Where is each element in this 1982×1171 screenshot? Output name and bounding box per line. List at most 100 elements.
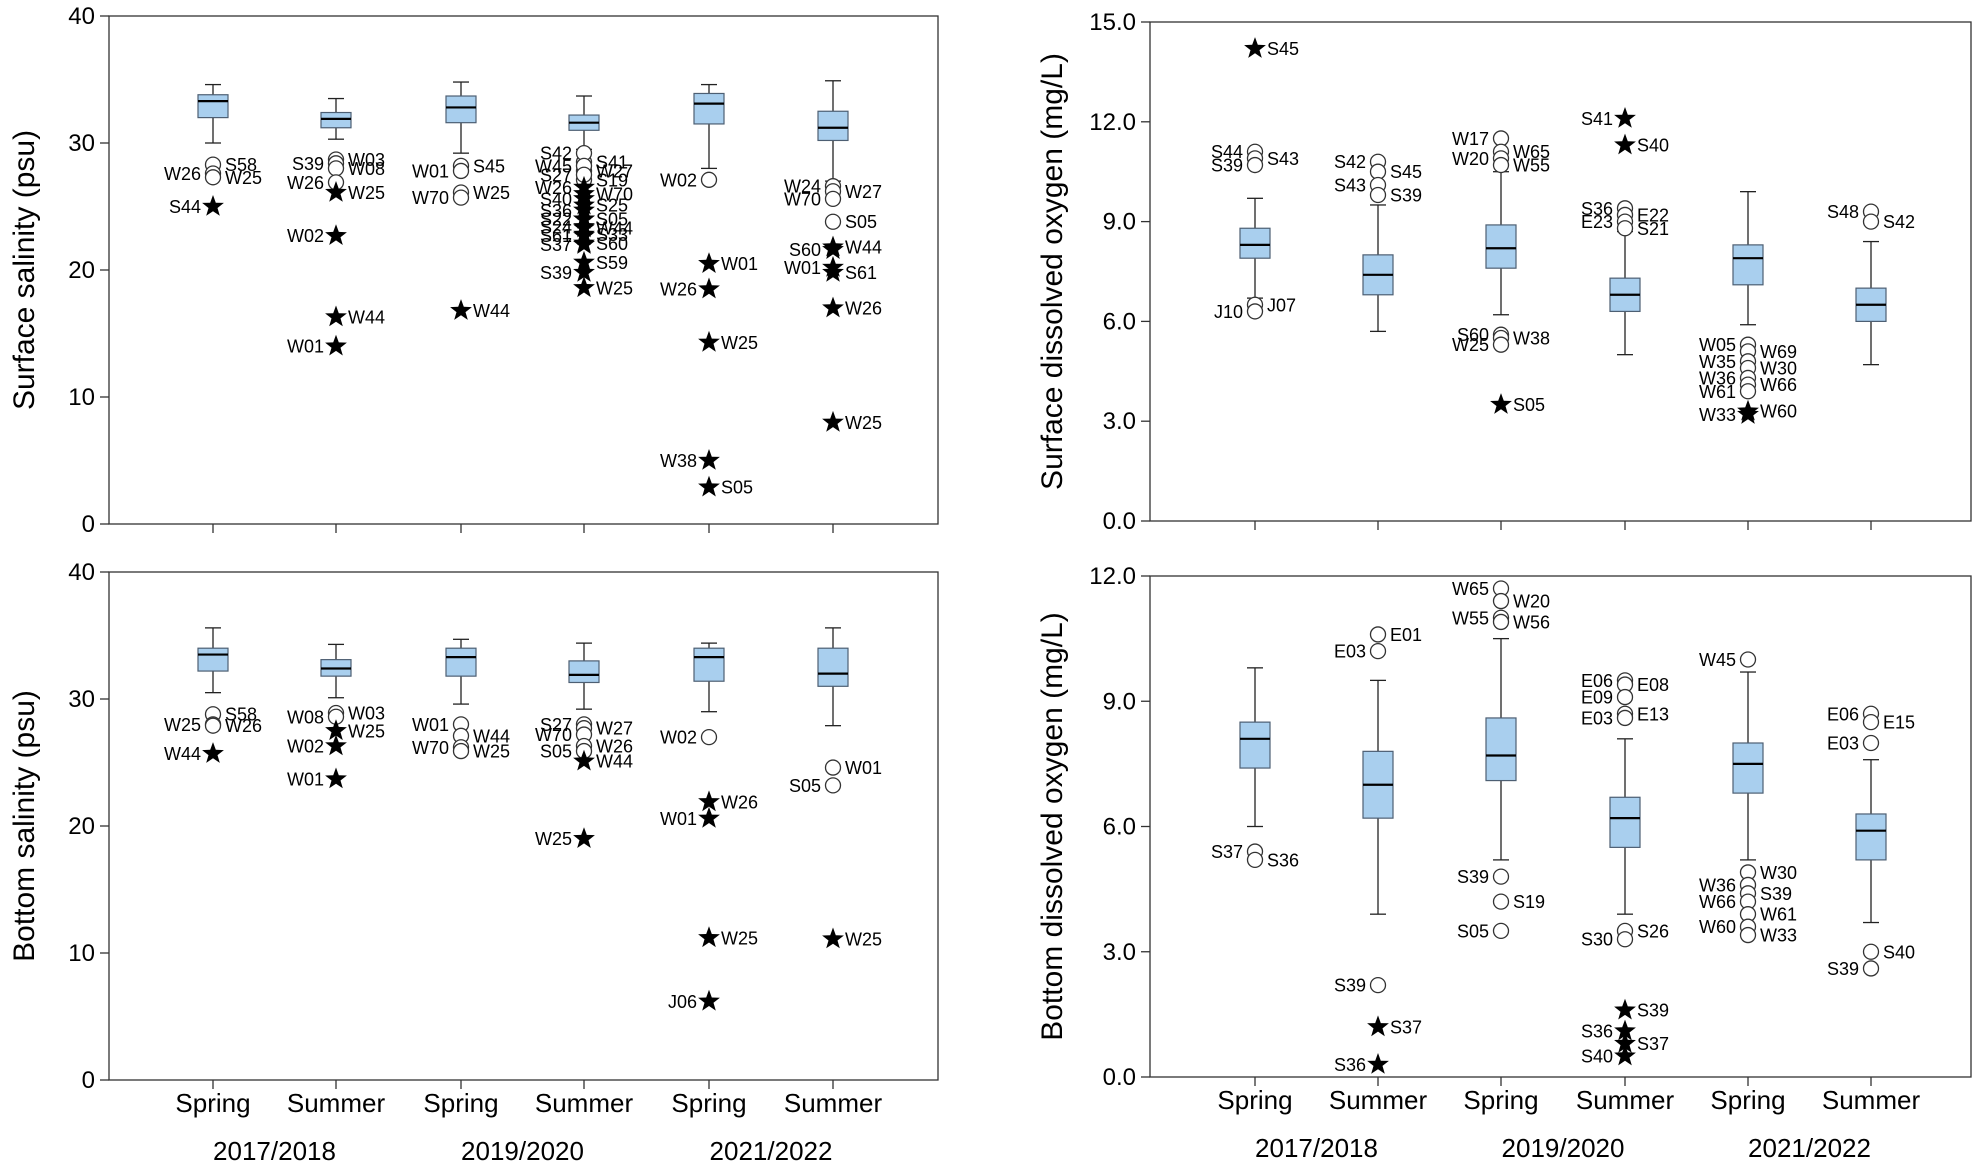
outlier-star [698,330,720,352]
outlier-label: W44 [473,301,510,321]
outlier-label: W25 [721,928,758,948]
outlier-label: S36 [1581,1022,1613,1042]
outlier-label: W36 [1699,875,1736,895]
x-tick-label: Spring [1217,1085,1292,1115]
outlier-circle [1246,851,1264,869]
outlier-label: S05 [540,742,572,762]
outlier-star [698,926,720,948]
box-iqr [568,660,600,684]
box-4: E06 E08 E09 E13 E03 S26 S30 S39 S36 S37 S40 [1581,671,1669,1067]
outlier-circle [1739,651,1757,668]
outlier-label: W25 [348,183,385,203]
outlier-star [1490,393,1512,414]
outlier-label: W02 [660,170,697,190]
outlier-label: S39 [1390,185,1422,205]
outlier-star [1244,37,1266,58]
outlier-label: W01 [287,770,324,790]
outlier-label: S45 [473,156,505,176]
outlier-star [698,252,720,273]
outlier-circle [824,190,842,208]
outlier-label: S05 [845,212,877,232]
outlier-label: E01 [1390,625,1422,645]
x-tick-label: Spring [423,1088,498,1118]
outlier-star [573,827,595,848]
outlier-label: S37 [1211,842,1243,862]
outlier-label: W01 [721,254,758,274]
outlier-label: S37 [1637,1034,1669,1054]
box-iqr [817,647,849,687]
outlier-circle [824,213,842,230]
outlier-label: S39 [540,263,572,283]
box-6: S48 S42 [1827,202,1915,366]
outlier-label: S27 [540,165,572,185]
x-tick-label: Summer [1329,1085,1428,1115]
box-4: S27 W27 W70 W26 S05 W44 W25 [535,642,633,849]
outlier-label: S19 [1513,892,1545,912]
outlier-label: S33 [596,225,628,245]
x-tick-label: Summer [287,1088,386,1118]
y-tick-label: 6.0 [1103,308,1136,335]
box-1: S58 W25 W26 W44 [164,627,262,764]
outlier-circle [700,171,718,188]
outlier-label: J07 [1267,295,1296,315]
outlier-star [698,790,720,812]
box-3: W17 W65 W20 W55 S60 W38 W25 S05 [1452,129,1550,415]
outlier-label: W65 [1513,142,1550,162]
outlier-label: W01 [660,809,697,829]
outlier-circle [1616,220,1634,237]
outlier-circle [1492,868,1510,885]
outlier-star [698,806,720,828]
outlier-label: W08 [348,159,385,179]
outlier-star [1614,1019,1636,1041]
outlier-label: W02 [660,728,697,748]
outlier-label: W25 [845,413,882,433]
outlier-label: S61 [540,226,572,246]
outlier-label: W70 [412,738,449,758]
outlier-label: S43 [1267,149,1299,169]
box-iqr [197,647,229,672]
outlier-label: W60 [1760,402,1797,422]
outlier-label: S25 [596,196,628,216]
outlier-label: E22 [1637,205,1669,225]
outlier-star [325,719,347,741]
outlier-label: W69 [1760,342,1797,362]
outlier-circle [1862,734,1880,752]
outlier-label: S40 [1637,136,1669,156]
box-2: E01 E03 S39 S37 S36 [1334,625,1422,1075]
outlier-label: W56 [1513,612,1550,632]
outlier-label: J06 [668,992,697,1012]
outlier-label: W24 [784,177,821,197]
outlier-circle [700,728,718,746]
box-iqr [197,94,229,119]
box-iqr [693,92,725,125]
outlier-label: S39 [1827,959,1859,979]
outlier-label: E23 [1581,212,1613,232]
box-iqr [1485,224,1517,269]
outlier-circle [1862,213,1880,230]
outlier-label: S05 [1457,921,1489,941]
outlier-label: S36 [1581,199,1613,219]
outlier-label: S40 [1581,1047,1613,1067]
outlier-label: W05 [1699,335,1736,355]
outlier-label: W26 [721,792,758,812]
y-tick-label: 3.0 [1103,939,1136,966]
outlier-star [822,927,844,949]
box-4: S41W27S19W70S25S05W44S33S60S59W25S42W45S… [535,95,633,298]
outlier-star [822,238,844,259]
outlier-circle [1616,931,1634,948]
y-tick-label: 30 [68,686,95,713]
outlier-label: W25 [1452,335,1489,355]
box-6: W01 S05 W25 [789,627,882,950]
outlier-label: S48 [1827,202,1859,222]
outlier-label: S36 [540,201,572,221]
y-tick-label: 12.0 [1089,563,1136,590]
x-tick-label: Spring [1463,1085,1538,1115]
outlier-label: W44 [348,307,385,327]
outlier-circle [1616,709,1634,727]
outlier-label: W70 [596,184,633,204]
outlier-star [822,296,844,318]
x-tick-label: Spring [175,1088,250,1118]
outlier-label: S19 [596,170,628,190]
y-tick-label: 9.0 [1103,209,1136,236]
